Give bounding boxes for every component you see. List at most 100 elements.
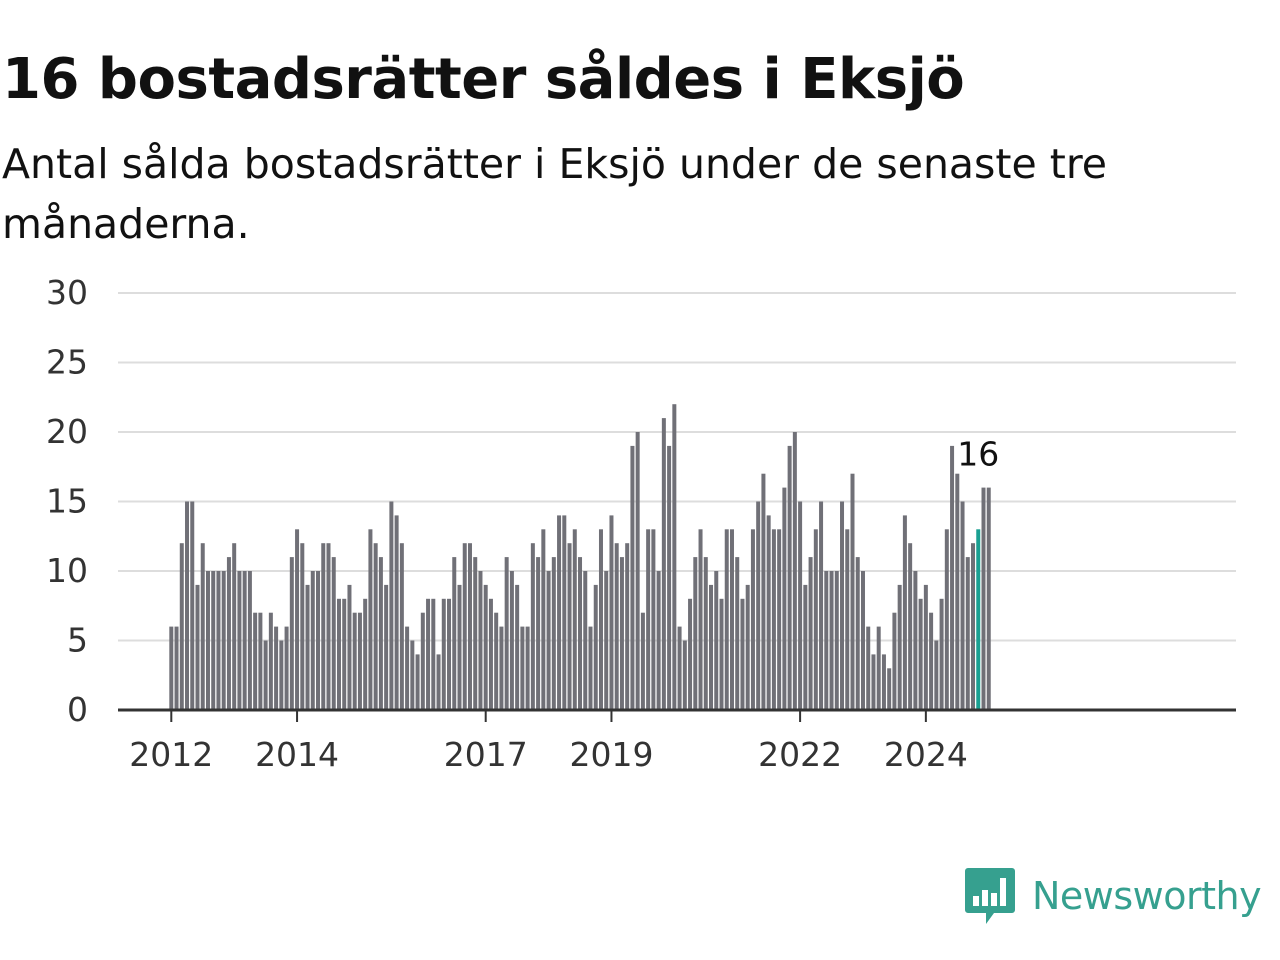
bar	[452, 557, 457, 710]
bar	[174, 626, 179, 710]
bar	[447, 598, 452, 710]
bar	[378, 557, 383, 710]
bar	[263, 640, 268, 710]
bar	[756, 501, 761, 710]
bar	[698, 529, 703, 710]
bar	[473, 557, 478, 710]
bar	[499, 626, 504, 710]
bar	[860, 571, 865, 710]
y-tick-label: 5	[67, 621, 88, 660]
bar	[221, 571, 226, 710]
y-tick-label: 0	[67, 690, 88, 729]
bar	[321, 543, 326, 710]
bar	[253, 612, 258, 710]
bar	[593, 584, 598, 710]
bar	[200, 543, 205, 710]
grid-lines	[118, 292, 1236, 642]
newsworthy-logo[interactable]: Newsworthy	[964, 864, 1262, 928]
bar	[950, 445, 955, 710]
bar	[677, 626, 682, 710]
bar	[892, 612, 897, 710]
bar	[777, 529, 782, 710]
y-tick-label: 20	[46, 412, 88, 451]
bar	[934, 640, 939, 710]
bar	[352, 612, 357, 710]
newsworthy-logo-icon	[965, 868, 1015, 924]
bar	[667, 445, 672, 710]
bar	[876, 626, 881, 710]
y-tick-label: 30	[46, 273, 88, 312]
bar	[709, 584, 714, 710]
bar	[520, 626, 525, 710]
bar	[336, 598, 341, 710]
bar	[986, 487, 991, 710]
bar	[216, 571, 221, 710]
bar	[515, 584, 520, 710]
bar	[441, 598, 446, 710]
bar	[750, 529, 755, 710]
brand-name: Newsworthy	[1032, 874, 1262, 918]
bar	[546, 571, 551, 710]
bar	[488, 598, 493, 710]
y-tick-label: 10	[46, 551, 88, 590]
bar	[536, 557, 541, 710]
bar	[630, 445, 635, 710]
chart-subtitle: Antal sålda bostadsrätter i Eksjö under …	[2, 140, 1107, 248]
bar	[310, 571, 315, 710]
bar	[771, 529, 776, 710]
x-tick-label: 2022	[758, 735, 842, 774]
bar	[305, 584, 310, 710]
bar	[929, 612, 934, 710]
bar	[279, 640, 284, 710]
bar	[588, 626, 593, 710]
bar	[389, 501, 394, 710]
bar	[211, 571, 216, 710]
y-axis-labels: 0 5 10 15 20 25 30	[46, 273, 88, 729]
bar-highlight	[976, 529, 981, 710]
bar	[913, 571, 918, 710]
bar	[557, 515, 562, 710]
bar	[944, 529, 949, 710]
bar	[436, 654, 441, 710]
bar	[729, 529, 734, 710]
y-tick-label: 25	[46, 343, 88, 382]
bar	[829, 571, 834, 710]
bar	[394, 515, 399, 710]
bar	[494, 612, 499, 710]
bar	[384, 584, 389, 710]
bar	[572, 529, 577, 710]
bar	[840, 501, 845, 710]
bar	[247, 571, 252, 710]
bar	[955, 473, 960, 710]
bar	[598, 529, 603, 710]
bar	[609, 515, 614, 710]
bar	[415, 654, 420, 710]
bar	[845, 529, 850, 710]
bar	[819, 501, 824, 710]
bar	[866, 626, 871, 710]
bar	[703, 557, 708, 710]
bar	[179, 543, 184, 710]
x-tick-label: 2019	[569, 735, 653, 774]
bar	[672, 404, 677, 710]
bar	[431, 598, 436, 710]
bar	[185, 501, 190, 710]
bar	[792, 432, 797, 710]
bar	[813, 529, 818, 710]
bar	[426, 598, 431, 710]
bar	[855, 557, 860, 710]
x-tick-label: 2014	[255, 735, 339, 774]
bar	[887, 668, 892, 710]
annotations: 16	[957, 435, 999, 474]
bar	[300, 543, 305, 710]
bar	[237, 571, 242, 710]
bar	[688, 598, 693, 710]
bar	[798, 501, 803, 710]
bar	[897, 584, 902, 710]
bar	[808, 557, 813, 710]
bar	[761, 473, 766, 710]
bar	[682, 640, 687, 710]
bar	[258, 612, 263, 710]
bar	[295, 529, 300, 710]
bar	[735, 557, 740, 710]
